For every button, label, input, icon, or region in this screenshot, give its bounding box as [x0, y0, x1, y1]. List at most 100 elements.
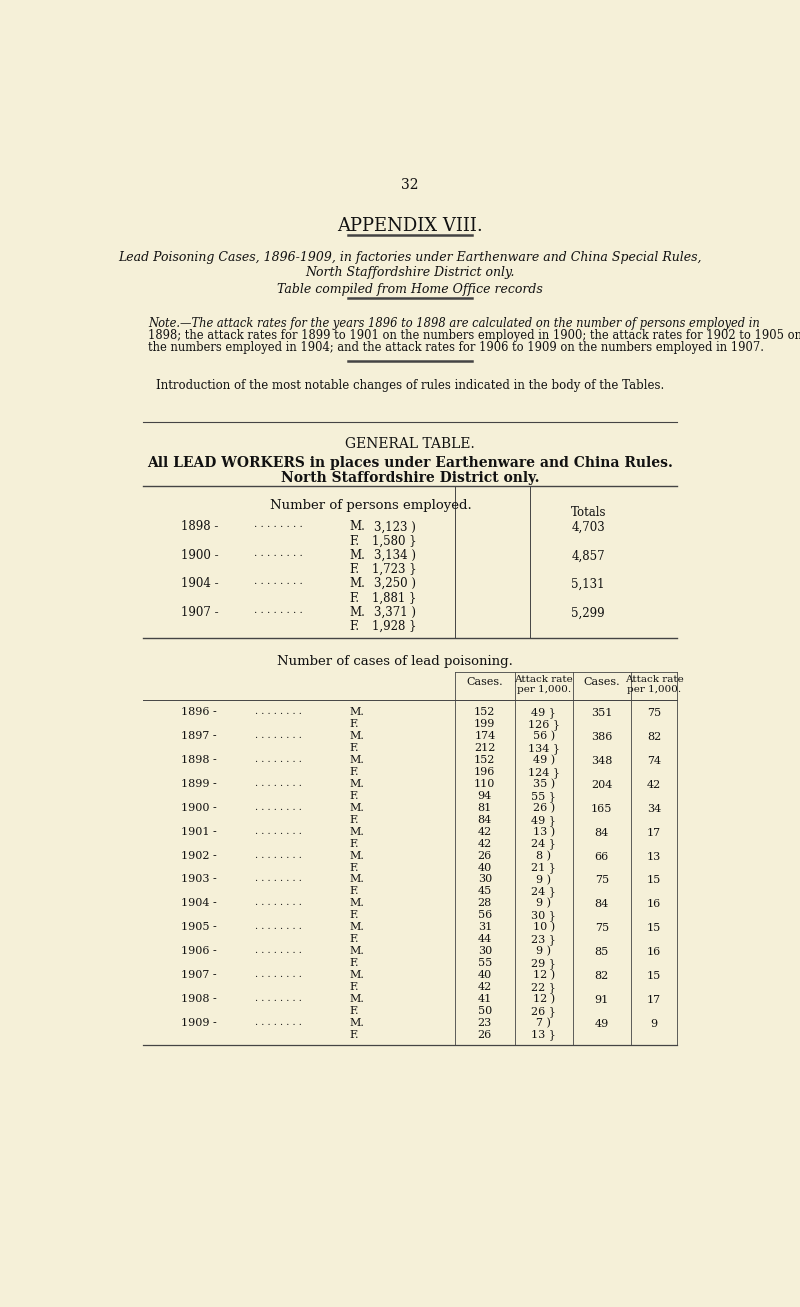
Text: 1902 -: 1902 -	[182, 851, 217, 860]
Text: M.: M.	[350, 898, 365, 908]
Text: 42: 42	[647, 780, 662, 789]
Text: 42: 42	[478, 827, 492, 836]
Text: M.: M.	[350, 923, 365, 932]
Text: 1901 -: 1901 -	[182, 827, 217, 836]
Text: 1,723 }: 1,723 }	[371, 563, 416, 576]
Text: Totals: Totals	[570, 506, 606, 519]
Text: 21 }: 21 }	[531, 863, 556, 873]
Text: M.: M.	[350, 520, 366, 533]
Text: 74: 74	[647, 755, 661, 766]
Text: 1907 -: 1907 -	[182, 605, 219, 618]
Text: . . . . . . . .: . . . . . . . .	[255, 707, 302, 716]
Text: 15: 15	[647, 971, 662, 982]
Text: 66: 66	[594, 852, 609, 861]
Text: 1,580 }: 1,580 }	[371, 535, 416, 548]
Text: 5,299: 5,299	[571, 606, 605, 620]
Text: 91: 91	[594, 995, 609, 1005]
Text: 1908 -: 1908 -	[182, 993, 217, 1004]
Text: . . . . . . . .: . . . . . . . .	[255, 970, 302, 979]
Text: 16: 16	[647, 899, 662, 910]
Text: M.: M.	[350, 755, 365, 765]
Text: F.: F.	[350, 910, 359, 920]
Text: F.: F.	[350, 1006, 359, 1016]
Text: 5,131: 5,131	[571, 578, 605, 591]
Text: North Staffordshire District only.: North Staffordshire District only.	[306, 267, 514, 280]
Text: 152: 152	[474, 707, 495, 718]
Text: F.: F.	[350, 719, 359, 729]
Text: 9 ): 9 )	[536, 874, 551, 885]
Text: 124 }: 124 }	[528, 767, 560, 778]
Text: 41: 41	[478, 993, 492, 1004]
Text: 1909 -: 1909 -	[182, 1018, 217, 1027]
Text: Table compiled from Home Office records: Table compiled from Home Office records	[277, 284, 543, 297]
Text: 75: 75	[594, 923, 609, 933]
Text: 82: 82	[594, 971, 609, 982]
Text: 1904 -: 1904 -	[182, 898, 217, 908]
Text: 9: 9	[650, 1018, 658, 1029]
Text: 23: 23	[478, 1018, 492, 1027]
Text: . . . . . . . .: . . . . . . . .	[255, 827, 302, 835]
Text: 94: 94	[478, 791, 492, 801]
Text: M.: M.	[350, 549, 366, 562]
Text: 4,703: 4,703	[571, 521, 605, 533]
Text: 31: 31	[478, 923, 492, 932]
Text: 29 }: 29 }	[531, 958, 556, 968]
Text: 49 }: 49 }	[531, 707, 556, 718]
Text: 174: 174	[474, 731, 495, 741]
Text: 1898 -: 1898 -	[182, 520, 218, 533]
Text: 10 ): 10 )	[533, 923, 554, 932]
Text: 15: 15	[647, 923, 662, 933]
Text: 13 ): 13 )	[533, 827, 554, 836]
Text: 3,134 ): 3,134 )	[374, 549, 416, 562]
Text: F.: F.	[350, 767, 359, 778]
Text: 386: 386	[591, 732, 613, 742]
Text: 24 }: 24 }	[531, 886, 556, 897]
Text: 1898; the attack rates for 1899 to 1901 on the numbers employed in 1900; the att: 1898; the attack rates for 1899 to 1901 …	[148, 329, 800, 342]
Text: F.: F.	[350, 814, 359, 825]
Text: 348: 348	[591, 755, 613, 766]
Text: Lead Poisoning Cases, 1896-1909, in factories under Earthenware and China Specia: Lead Poisoning Cases, 1896-1909, in fact…	[118, 251, 702, 264]
Text: 75: 75	[594, 876, 609, 885]
Text: 56 ): 56 )	[533, 731, 554, 741]
Text: . . . . . . . .: . . . . . . . .	[255, 898, 302, 907]
Text: M.: M.	[350, 779, 365, 789]
Text: GENERAL TABLE.: GENERAL TABLE.	[345, 437, 475, 451]
Text: 1898 -: 1898 -	[182, 755, 217, 765]
Text: Number of persons employed.: Number of persons employed.	[270, 499, 472, 512]
Text: 199: 199	[474, 719, 495, 729]
Text: APPENDIX VIII.: APPENDIX VIII.	[337, 217, 483, 235]
Text: Attack rate
per 1,000.: Attack rate per 1,000.	[625, 674, 683, 694]
Text: F.: F.	[350, 535, 360, 548]
Text: M.: M.	[350, 707, 365, 718]
Text: 26: 26	[478, 851, 492, 860]
Text: 45: 45	[478, 886, 492, 897]
Text: F.: F.	[350, 886, 359, 897]
Text: 9 ): 9 )	[536, 898, 551, 908]
Text: 42: 42	[478, 839, 492, 848]
Text: 1906 -: 1906 -	[182, 946, 217, 957]
Text: 42: 42	[478, 982, 492, 992]
Text: 1899 -: 1899 -	[182, 779, 217, 789]
Text: 196: 196	[474, 767, 495, 778]
Text: M.: M.	[350, 827, 365, 836]
Text: M.: M.	[350, 851, 365, 860]
Text: 1904 -: 1904 -	[182, 578, 219, 591]
Text: 55: 55	[478, 958, 492, 968]
Text: 165: 165	[591, 804, 613, 814]
Text: 32: 32	[402, 178, 418, 192]
Text: 1896 -: 1896 -	[182, 707, 217, 718]
Text: 3,371 ): 3,371 )	[374, 605, 416, 618]
Text: F.: F.	[350, 563, 360, 576]
Text: 17: 17	[647, 995, 661, 1005]
Text: 13: 13	[647, 852, 662, 861]
Text: F.: F.	[350, 791, 359, 801]
Text: 84: 84	[594, 899, 609, 910]
Text: F.: F.	[350, 592, 360, 605]
Text: . . . . . . . .: . . . . . . . .	[255, 874, 302, 884]
Text: . . . . . . . .: . . . . . . . .	[254, 549, 302, 558]
Text: 7 ): 7 )	[536, 1018, 551, 1029]
Text: 212: 212	[474, 744, 495, 753]
Text: 40: 40	[478, 970, 492, 980]
Text: All LEAD WORKERS in places under Earthenware and China Rules.: All LEAD WORKERS in places under Earthen…	[147, 456, 673, 469]
Text: F.: F.	[350, 935, 359, 944]
